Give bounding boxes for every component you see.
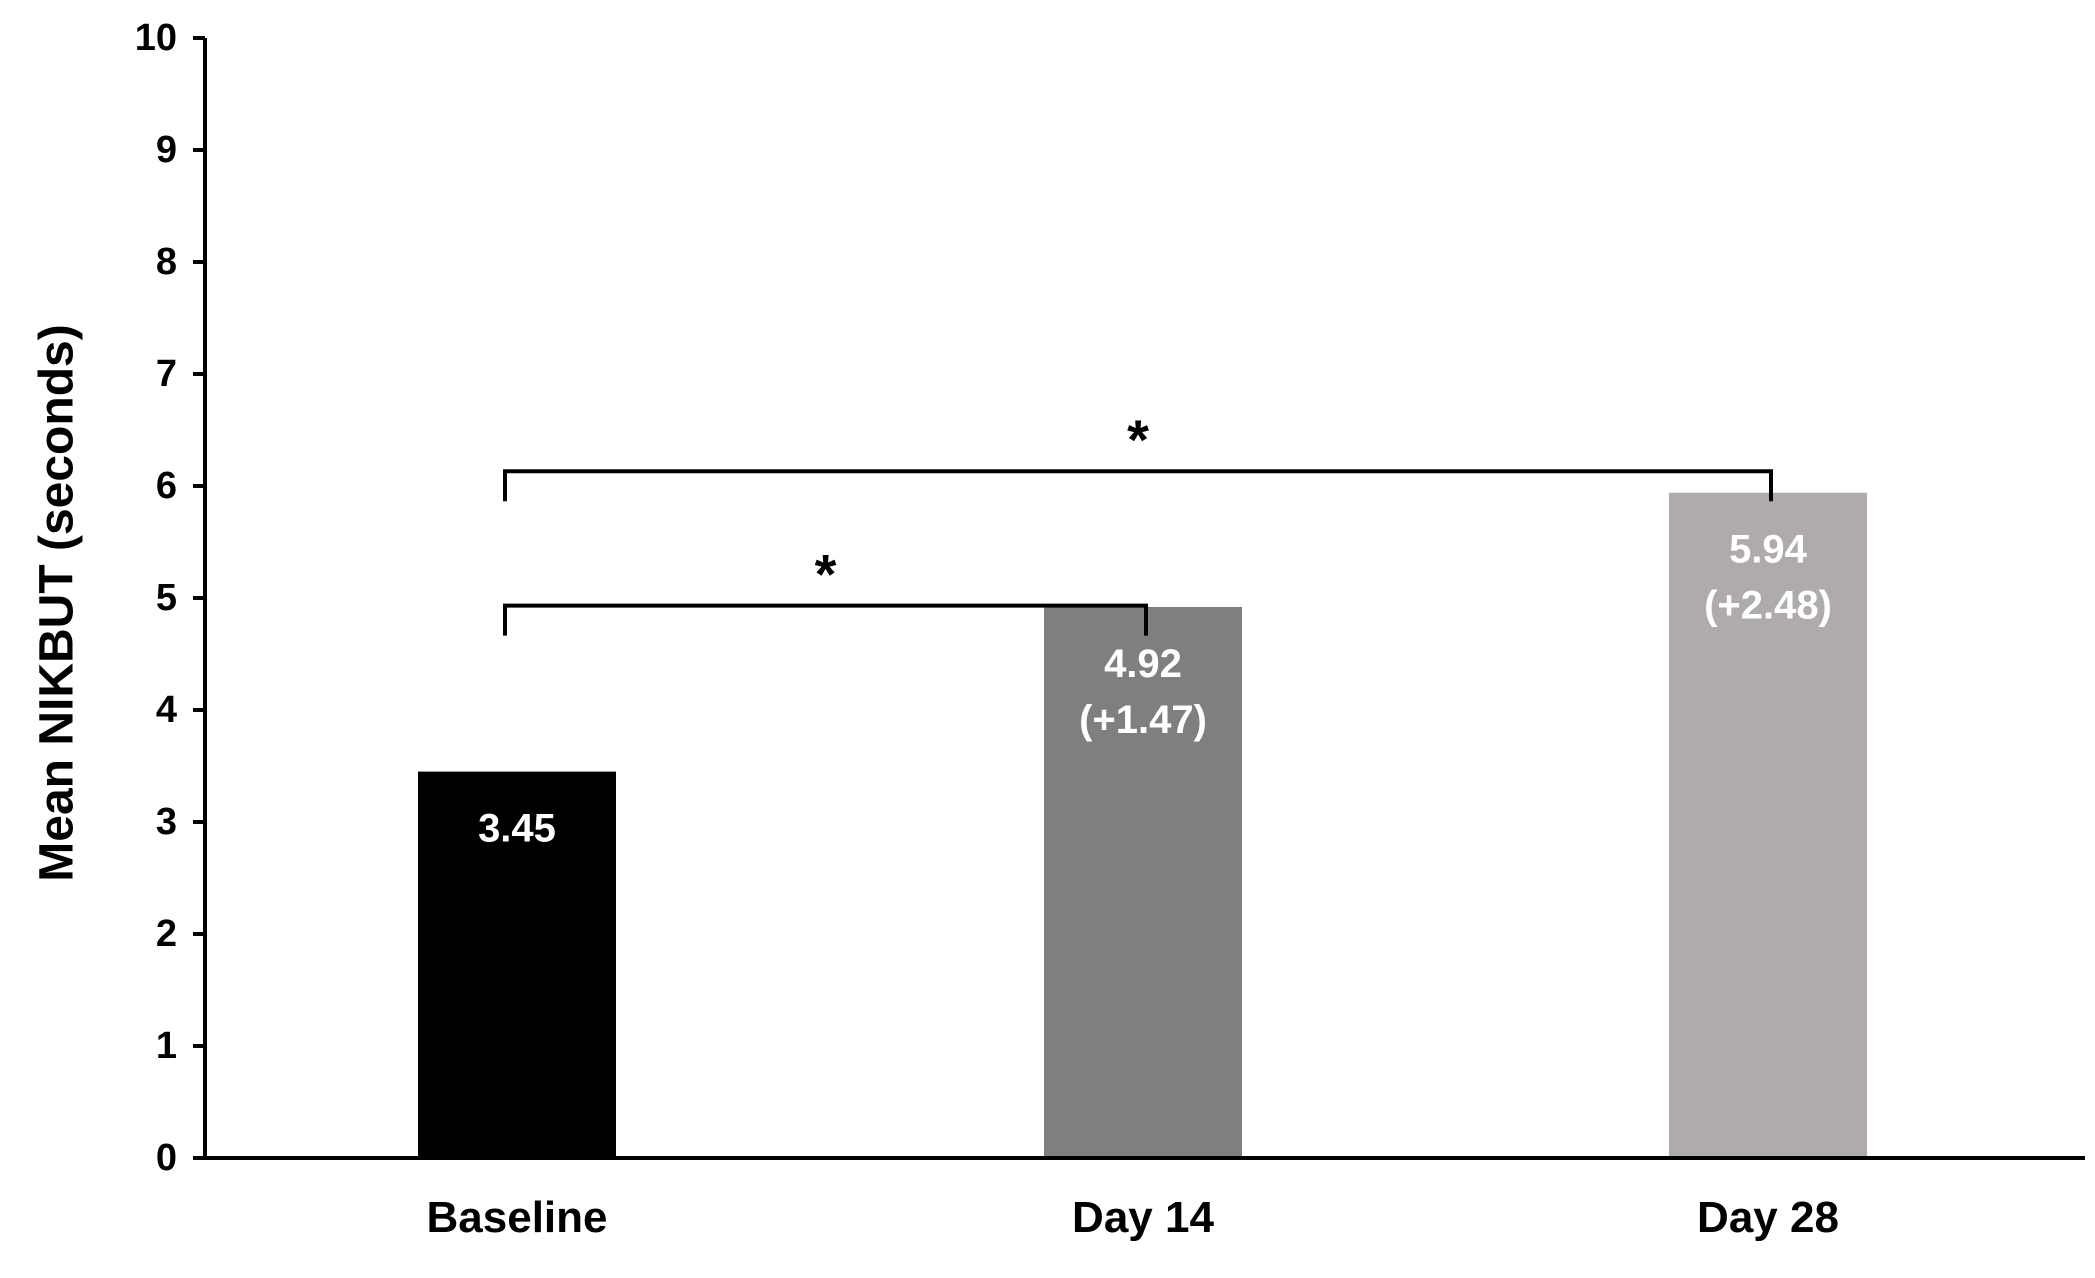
y-axis-ticks: 0 1 2 3 4 5 6 7 8 9 10 bbox=[135, 17, 205, 1179]
bar-data-label: 4.92 bbox=[1104, 642, 1182, 686]
significance-bracket bbox=[503, 469, 1773, 502]
bar-data-label: (+2.48) bbox=[1704, 584, 1832, 628]
x-axis-labels: Baseline Day 14 Day 28 bbox=[427, 1193, 1839, 1242]
x-category-label: Day 14 bbox=[1072, 1193, 1214, 1242]
bar-data-labels: 3.45 4.92 (+1.47) 5.94 (+2.48) bbox=[478, 528, 1832, 851]
y-tick-label: 6 bbox=[156, 465, 177, 507]
y-tick-label: 1 bbox=[156, 1025, 177, 1067]
y-tick-label: 3 bbox=[156, 801, 177, 843]
y-tick-label: 2 bbox=[156, 913, 177, 955]
y-tick-label: 0 bbox=[156, 1137, 177, 1179]
y-axis-title: Mean NIKBUT (seconds) bbox=[31, 324, 84, 881]
y-tick-label: 10 bbox=[135, 17, 177, 59]
bar bbox=[1669, 492, 1867, 1159]
significance-bracket bbox=[503, 603, 1148, 636]
y-tick-label: 5 bbox=[156, 577, 177, 619]
x-category-label: Baseline bbox=[427, 1193, 608, 1242]
x-category-label: Day 28 bbox=[1697, 1193, 1839, 1242]
y-tick-label: 9 bbox=[156, 129, 177, 171]
bar-data-label: (+1.47) bbox=[1079, 698, 1207, 742]
bar bbox=[1044, 606, 1242, 1158]
significance-star: * bbox=[1127, 408, 1149, 471]
bar-data-label: 5.94 bbox=[1729, 528, 1808, 572]
bar-data-label: 3.45 bbox=[478, 807, 556, 851]
significance-brackets: ** bbox=[503, 408, 1773, 636]
y-tick-label: 7 bbox=[156, 353, 177, 395]
axes bbox=[193, 38, 2085, 1160]
y-tick-label: 4 bbox=[156, 689, 177, 731]
y-tick-label: 8 bbox=[156, 241, 177, 283]
bar bbox=[418, 771, 616, 1158]
significance-star: * bbox=[815, 543, 837, 606]
bars bbox=[418, 492, 1867, 1159]
